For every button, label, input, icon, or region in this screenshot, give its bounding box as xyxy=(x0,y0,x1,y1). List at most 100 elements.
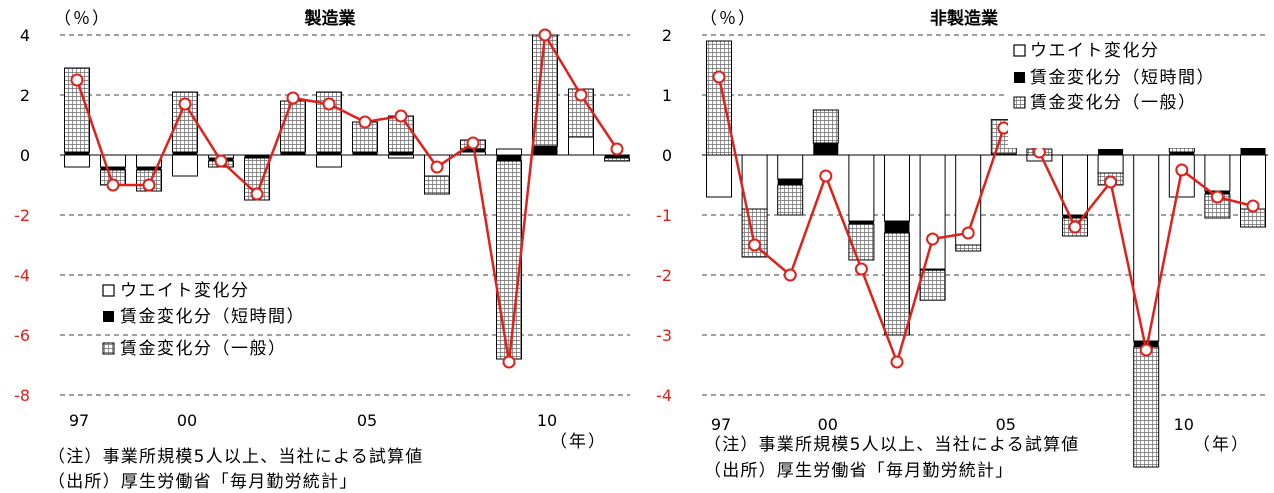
y-tick-label: -4 xyxy=(656,386,672,405)
bar-general xyxy=(424,175,450,195)
legend-label-general: 賃金変化分（一般） xyxy=(1030,93,1197,113)
line-point xyxy=(214,154,228,168)
legend-label-weight: ウエイト変化分 xyxy=(1030,41,1160,61)
y-tick-label: -2 xyxy=(656,266,672,285)
x-axis-label: （年） xyxy=(550,432,607,452)
y-tick-label: -3 xyxy=(656,326,672,345)
legend-swatch-short xyxy=(103,311,114,322)
bar-weight xyxy=(884,154,910,222)
y-tick-label: 4 xyxy=(20,26,30,45)
note: （注）事業所規模5人以上、当社による試算値 xyxy=(704,435,1080,455)
bar-short-time xyxy=(1098,149,1124,155)
bar-short-time xyxy=(813,143,839,155)
legend-swatch-general xyxy=(102,342,115,355)
legend-label-short: 賃金変化分（短時間） xyxy=(120,307,305,327)
y-tick-label: 2 xyxy=(20,86,30,105)
legend-label-weight: ウエイト変化分 xyxy=(120,281,250,301)
bar-weight xyxy=(919,154,946,270)
line-point xyxy=(1246,199,1260,213)
legend-label-short: 賃金変化分（短時間） xyxy=(1030,68,1215,88)
bar-weight xyxy=(568,136,594,156)
chart-title: 製造業 xyxy=(304,8,356,29)
legend-swatch-short xyxy=(1014,72,1025,83)
line-point xyxy=(178,97,192,111)
bar-general xyxy=(280,100,306,153)
line-point xyxy=(106,178,120,192)
line-point xyxy=(997,121,1011,135)
x-tick-label: 10 xyxy=(1174,415,1194,434)
bar-weight xyxy=(1204,154,1231,192)
bar-general xyxy=(532,34,558,147)
bar-short-time xyxy=(1169,152,1195,155)
line-point xyxy=(854,262,868,276)
bar-short-time xyxy=(991,153,1017,155)
x-tick-label: 05 xyxy=(357,411,377,430)
bar-short-time xyxy=(352,152,378,155)
chart-non-manufacturing: （％） 非製造業 -4 -3 -2 -1 0 1 2 97 00 05 10 ウエイト変化分 賃金… xyxy=(656,8,1268,481)
y-tick-label: -4 xyxy=(14,266,30,285)
bar-weight xyxy=(172,154,198,177)
line-point xyxy=(783,268,797,282)
line-point xyxy=(250,187,264,201)
x-tick-label: 10 xyxy=(537,411,557,430)
bar-short-time xyxy=(496,155,522,161)
line-point xyxy=(430,160,444,174)
bar-short-time xyxy=(777,179,803,185)
line-point xyxy=(926,232,940,246)
line-point xyxy=(1175,163,1189,177)
x-tick-label: 00 xyxy=(177,411,197,430)
bar-general xyxy=(706,40,732,156)
chart-manufacturing: （％） 製造業 -8 -6 -4 -2 0 2 4 97 00 05 10 ウエイト変化分 賃金変… xyxy=(14,8,630,492)
note: （注）事業所規模5人以上、当社による試算値 xyxy=(48,447,424,467)
line-point xyxy=(1139,343,1153,357)
y-tick-label: 2 xyxy=(662,26,672,45)
unit-label: （％） xyxy=(54,9,111,29)
bar-short-time xyxy=(136,167,162,170)
legend-label-general: 賃金変化分（一般） xyxy=(120,339,287,359)
y-tick-label: 0 xyxy=(662,146,672,165)
bar-general xyxy=(919,269,946,301)
bar-weight xyxy=(64,154,90,168)
line-point xyxy=(286,91,300,105)
line-point xyxy=(819,169,833,183)
legend-swatch-weight xyxy=(1013,44,1026,57)
legend-swatch-weight xyxy=(102,284,115,297)
line-point xyxy=(322,97,336,111)
line-point xyxy=(538,28,552,42)
bar-short-time xyxy=(280,152,306,155)
bar-short-time xyxy=(388,152,414,155)
total-line xyxy=(717,76,1254,366)
y-tick-label: -6 xyxy=(14,326,30,345)
y-tick-label: -8 xyxy=(14,386,30,405)
bar-general xyxy=(1133,346,1160,468)
bar-weight xyxy=(848,154,875,222)
bar-short-time xyxy=(532,146,558,155)
bar-weight xyxy=(706,154,732,198)
bar-short-time xyxy=(1240,146,1266,155)
bar-general xyxy=(955,244,982,252)
bar-short-time xyxy=(316,152,342,155)
line-point xyxy=(394,109,408,123)
line-point xyxy=(1104,175,1118,189)
line-point xyxy=(142,178,156,192)
bar-general xyxy=(604,157,630,162)
legend-swatch-general xyxy=(1013,96,1026,109)
line-point xyxy=(890,355,904,369)
chart-title: 非製造業 xyxy=(930,8,998,29)
bar-short-time xyxy=(172,152,198,155)
y-tick-label: -2 xyxy=(14,206,30,225)
y-tick-label: 1 xyxy=(662,86,672,105)
line-point xyxy=(574,88,588,102)
bar-general xyxy=(848,223,875,261)
bar-short-time xyxy=(1062,215,1088,218)
bar-short-time xyxy=(244,155,270,158)
bar-weight xyxy=(496,148,522,156)
bar-short-time xyxy=(64,152,90,155)
line-point xyxy=(502,355,516,369)
line-point xyxy=(712,70,726,84)
x-tick-label: 00 xyxy=(818,415,838,434)
source: （出所）厚生労働省「毎月勤労統計」 xyxy=(48,472,357,492)
total-line xyxy=(75,31,619,363)
bar-general xyxy=(777,184,804,216)
